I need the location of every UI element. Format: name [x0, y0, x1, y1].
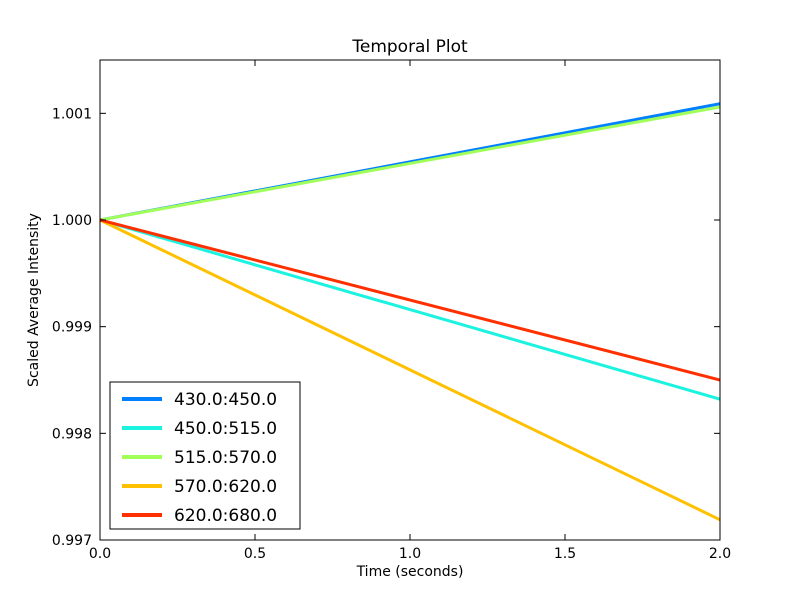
series-line-515-0-570-0 — [100, 105, 720, 222]
x-axis-label: Time (seconds) — [356, 564, 464, 580]
axis-ticks: 0.0 0.5 1.0 1.5 2.0 0.997 0.998 0.999 1.000 1.001 — [52, 60, 731, 562]
y-tick-label: 1.001 — [52, 106, 92, 122]
legend-label: 515.0:570.0 — [174, 448, 277, 468]
x-tick-label: 1.5 — [554, 546, 576, 562]
series-line-570-0-620-0 — [100, 218, 720, 522]
legend: 430.0:450.0 450.0:515.0 515.0:570.0 570.0:6… — [109, 381, 301, 530]
legend-label: 450.0:515.0 — [174, 419, 277, 439]
x-tick-label: 0.5 — [244, 546, 266, 562]
legend-label: 570.0:620.0 — [174, 477, 277, 497]
series-line-450-0-515-0 — [100, 218, 720, 401]
y-tick-label: 0.998 — [52, 426, 92, 442]
legend-label: 620.0:680.0 — [174, 506, 277, 526]
y-tick-label: 1.000 — [52, 213, 92, 229]
x-tick-label: 2.0 — [709, 546, 731, 562]
plot-area — [100, 102, 720, 522]
x-tick-label: 0.0 — [89, 546, 111, 562]
chart-title: Temporal Plot — [351, 37, 468, 57]
legend-label: 430.0:450.0 — [174, 390, 277, 410]
x-tick-label: 1.0 — [399, 546, 421, 562]
y-axis-label: Scaled Average Intensity — [26, 213, 42, 387]
y-tick-label: 0.999 — [52, 320, 92, 336]
y-tick-label: 0.997 — [52, 533, 92, 549]
series-line-620-0-680-0 — [100, 218, 720, 382]
